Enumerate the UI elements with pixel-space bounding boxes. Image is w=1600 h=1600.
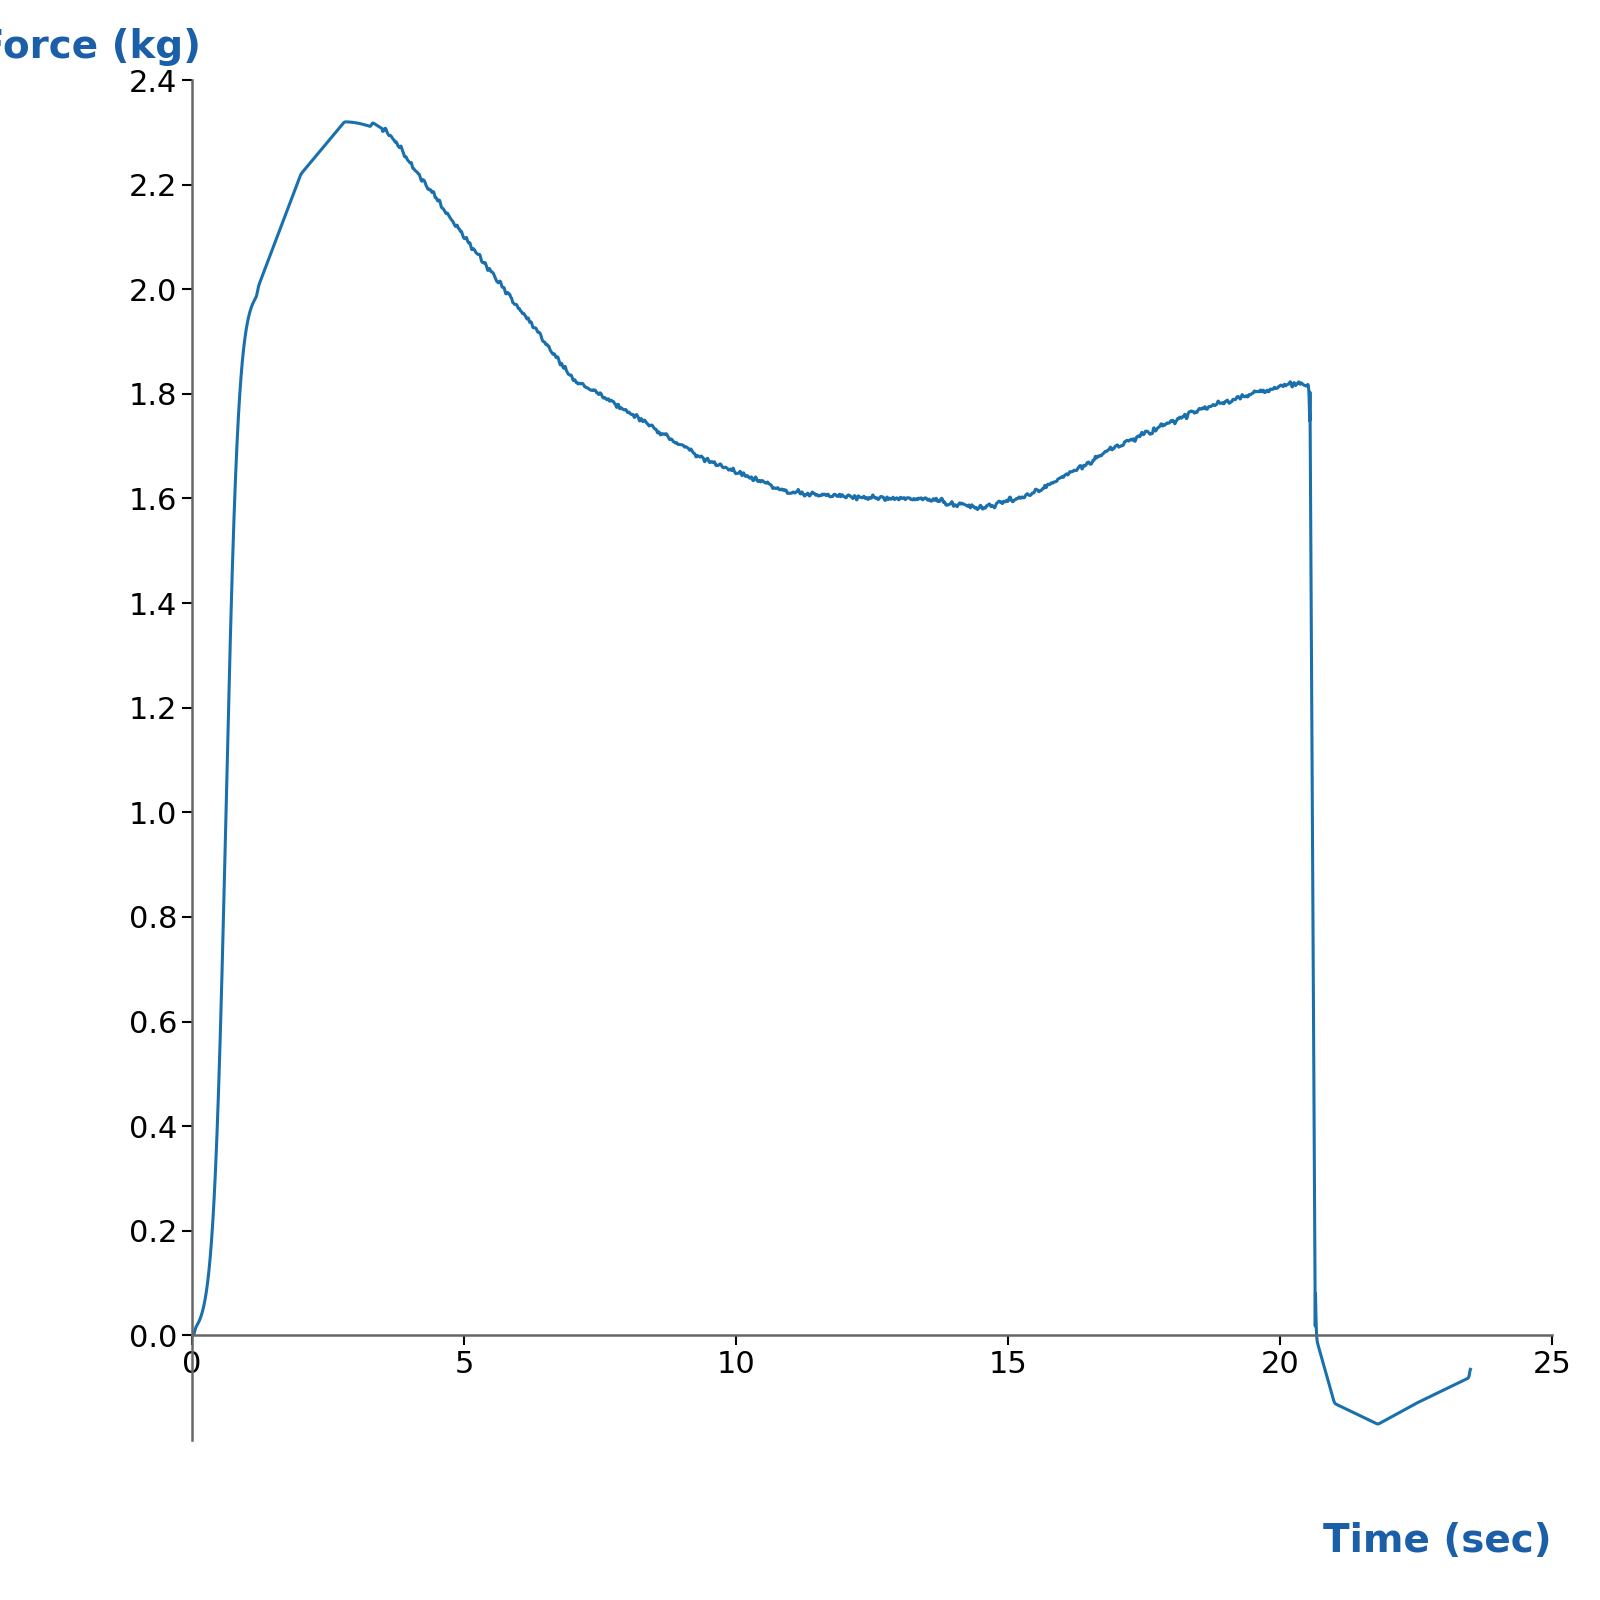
X-axis label: Time (sec): Time (sec) <box>1323 1522 1552 1560</box>
Y-axis label: Force (kg): Force (kg) <box>0 29 202 67</box>
